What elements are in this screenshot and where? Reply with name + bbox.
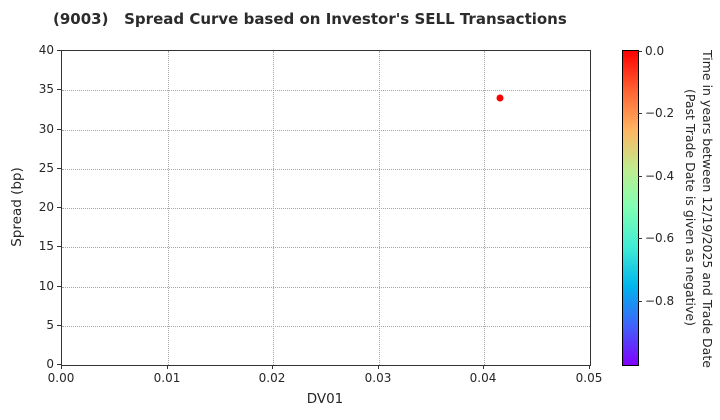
y-tick <box>57 168 61 169</box>
y-tick-label: 10 <box>38 279 54 293</box>
x-tick-label: 0.00 <box>47 371 75 385</box>
y-tick-label: 35 <box>38 82 54 96</box>
gridline-y-15 <box>62 247 590 249</box>
colorbar-axis-label: Time in years between 12/19/2025 and Tra… <box>678 50 716 368</box>
y-tick-label: 15 <box>38 239 54 253</box>
y-tick <box>57 50 61 51</box>
y-tick <box>57 207 61 208</box>
colorbar-tick <box>638 238 642 239</box>
colorbar-tick <box>638 176 642 177</box>
y-tick-label: 25 <box>38 161 54 175</box>
gridline-y-35 <box>62 90 590 92</box>
gridline-y-10 <box>62 286 590 288</box>
plot-area <box>61 50 591 366</box>
colorbar-tick-label: −0.8 <box>645 294 675 308</box>
colorbar-label-line2: (Past Trade Date is given as negative) <box>683 88 698 326</box>
y-tick-label: 5 <box>46 318 54 332</box>
x-tick-label: 0.02 <box>258 371 286 385</box>
y-tick <box>57 286 61 287</box>
x-axis-label: DV01 <box>306 391 344 407</box>
colorbar-tick <box>638 301 642 302</box>
x-tick <box>589 365 590 369</box>
colorbar-tick <box>638 51 642 52</box>
x-tick-label: 0.04 <box>469 371 497 385</box>
y-tick-label: 20 <box>38 200 54 214</box>
x-tick-label: 0.05 <box>575 371 603 385</box>
y-tick <box>57 89 61 90</box>
gridline-y-5 <box>62 325 590 327</box>
colorbar-tick-label: −0.2 <box>645 106 675 120</box>
y-tick <box>57 325 61 326</box>
colorbar-label-line1: Time in years between 12/19/2025 and Tra… <box>700 50 715 368</box>
colorbar-tick-label: −0.4 <box>645 169 675 183</box>
gridline-y-30 <box>62 129 590 131</box>
gridline-x-002 <box>273 51 275 365</box>
y-tick <box>57 129 61 130</box>
colorbar-tick-label: 0.0 <box>645 44 665 58</box>
x-tick <box>167 365 168 369</box>
colorbar-tick-label: −0.6 <box>645 231 675 245</box>
x-tick-label: 0.01 <box>153 371 181 385</box>
y-tick <box>57 246 61 247</box>
x-tick <box>483 365 484 369</box>
colorbar-tick <box>638 113 642 114</box>
chart-title: (9003) Spread Curve based on Investor's … <box>53 10 567 28</box>
gridline-y-20 <box>62 208 590 209</box>
x-tick <box>378 365 379 369</box>
gridline-x-001 <box>167 51 169 365</box>
y-tick <box>57 364 61 365</box>
gridline-y-25 <box>62 168 590 170</box>
scatter-data-point <box>496 94 504 102</box>
x-tick <box>272 365 273 369</box>
colorbar <box>622 50 639 366</box>
y-tick-label: 40 <box>38 43 54 57</box>
x-tick <box>61 365 62 369</box>
x-tick-label: 0.03 <box>364 371 392 385</box>
y-tick-label: 0 <box>46 357 54 371</box>
gridline-x-004 <box>484 51 486 365</box>
y-tick-label: 30 <box>38 122 54 136</box>
gridline-x-003 <box>378 51 380 365</box>
